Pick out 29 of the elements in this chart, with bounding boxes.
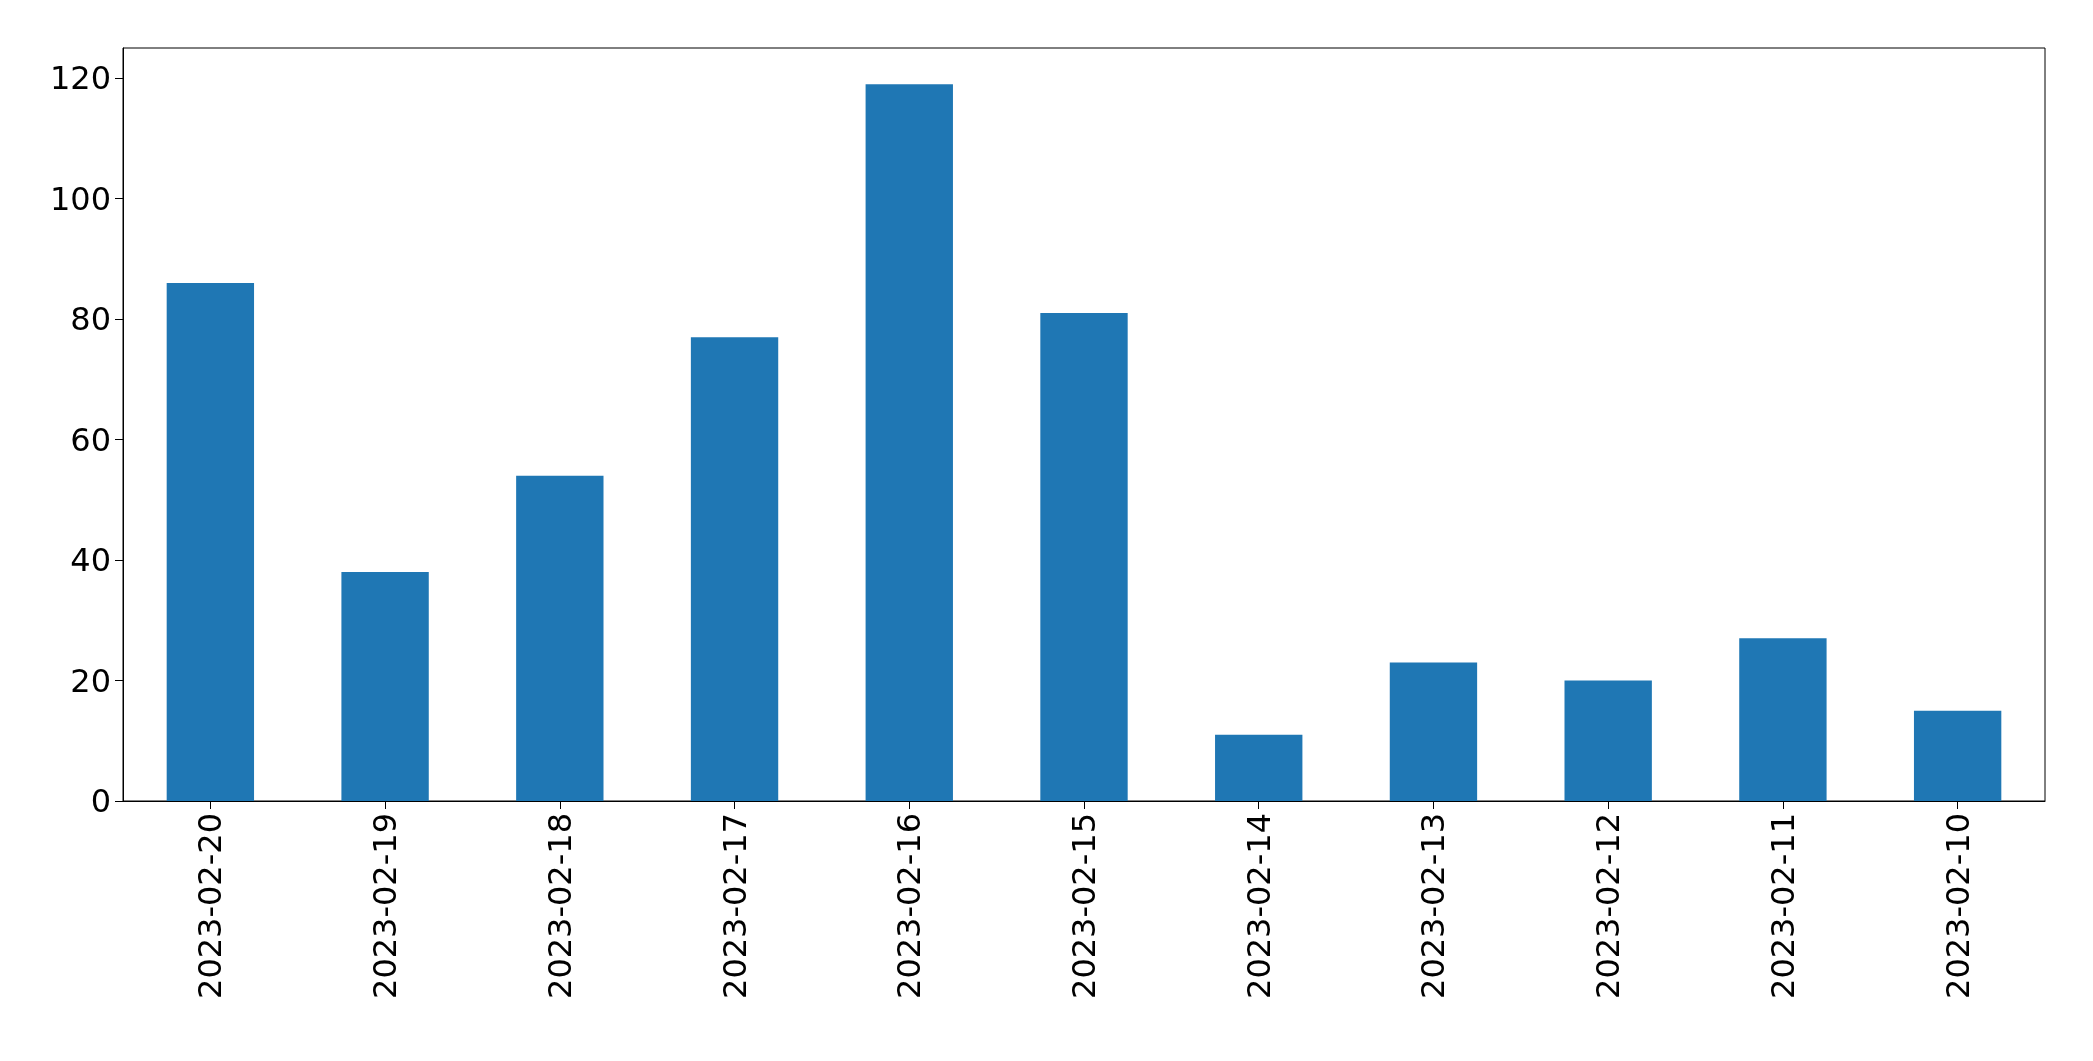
x-tick-label: 2023-02-10	[1938, 813, 1977, 999]
bar	[1739, 638, 1827, 801]
bar	[1913, 710, 2002, 801]
bar	[865, 84, 953, 801]
x-tick-label: 2023-02-18	[540, 813, 579, 999]
y-tick-label: 60	[70, 420, 111, 459]
bar	[1215, 734, 1303, 801]
x-tick-label: 2023-02-11	[1763, 813, 1802, 999]
x-tick-label: 2023-02-20	[191, 813, 230, 999]
y-tick-label: 40	[70, 541, 111, 580]
bar	[341, 572, 429, 801]
y-tick-label: 120	[49, 59, 111, 98]
bar	[1389, 662, 1478, 801]
y-tick-label: 20	[70, 661, 111, 700]
bar	[516, 475, 604, 801]
bar	[1564, 680, 1652, 801]
bar	[1040, 313, 1128, 801]
x-tick-label: 2023-02-15	[1065, 813, 1103, 999]
x-tick-label: 2023-02-14	[1239, 813, 1278, 999]
x-tick-label: 2023-02-19	[366, 813, 405, 999]
x-tick-label: 2023-02-16	[890, 813, 929, 999]
y-tick-label: 80	[70, 300, 111, 339]
x-tick-label: 2023-02-13	[1414, 813, 1453, 999]
x-tick-label: 2023-02-17	[715, 813, 754, 999]
x-tick-label: 2023-02-12	[1589, 813, 1628, 999]
y-tick-label: 0	[90, 782, 111, 820]
bar	[690, 337, 779, 801]
y-tick-label: 100	[49, 179, 111, 218]
bar	[166, 282, 255, 801]
